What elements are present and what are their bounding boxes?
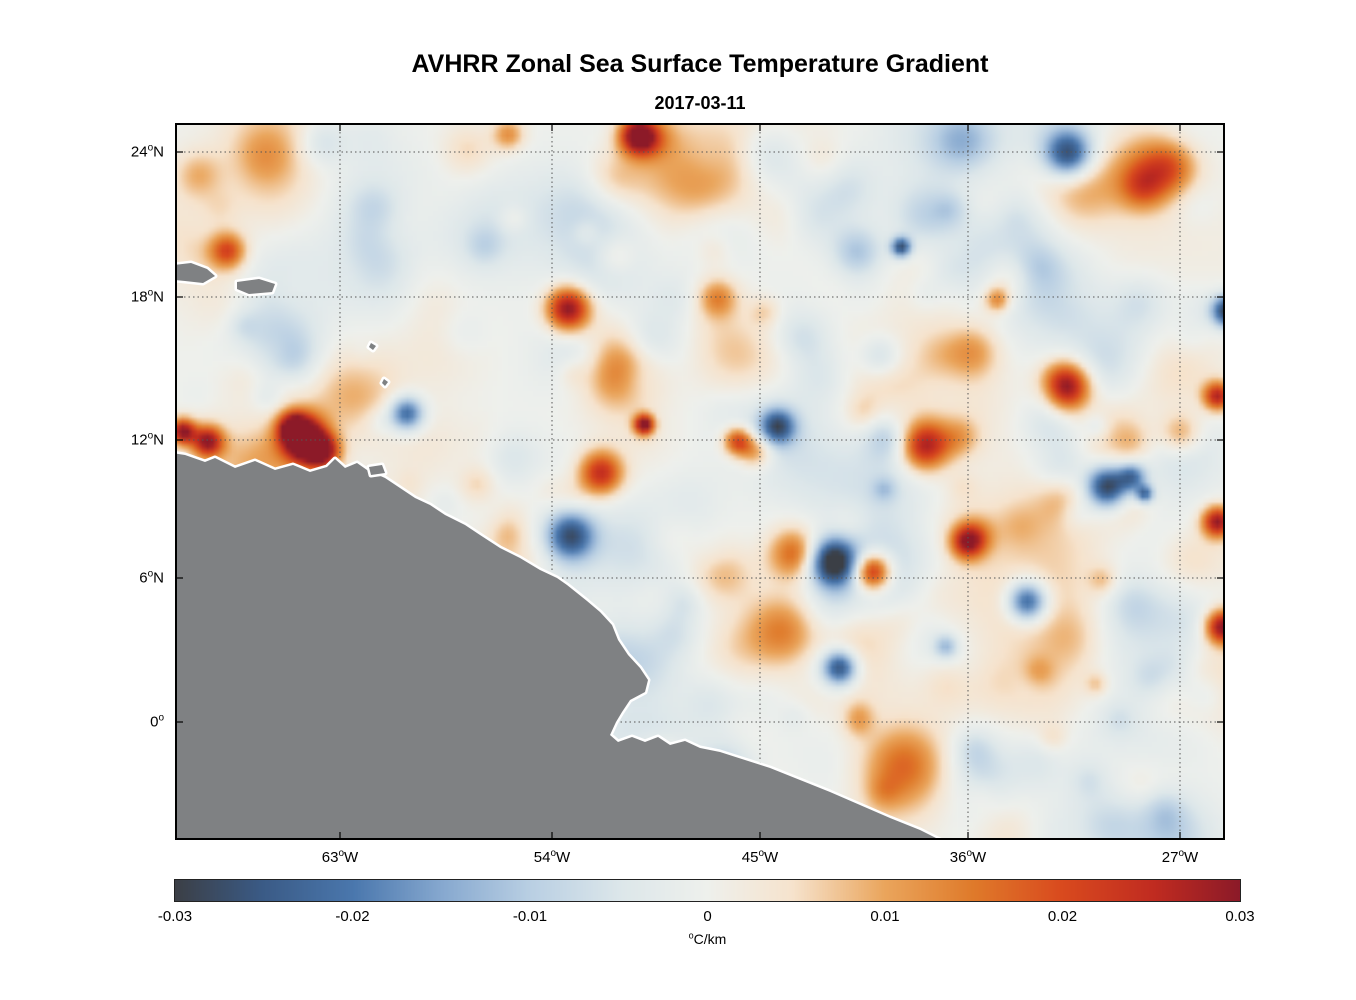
x-tick-label: 54oW: [533, 848, 571, 867]
chart-date: 2017-03-11: [654, 93, 746, 113]
land-mass: [175, 260, 946, 840]
colorbar-tick-label: -0.02: [335, 908, 370, 925]
y-tick-label: 0o: [150, 712, 164, 731]
y-tick-label: 6oN: [139, 568, 164, 587]
island-speck-1: [366, 340, 379, 353]
colorbar-tick-label: 0.02: [1047, 908, 1078, 925]
y-tick-label: 24oN: [130, 142, 164, 161]
plot-border: [175, 123, 1225, 840]
x-tick-label: 63oW: [321, 848, 359, 867]
x-tick-label: 36oW: [949, 848, 987, 867]
colorbar-tick-label: 0.03: [1225, 908, 1255, 925]
island-hispaniola: [175, 260, 218, 286]
colorbar-tick-label: -0.01: [512, 908, 548, 925]
island-puerto-rico: [234, 276, 278, 297]
colorbar-tick-label: -0.03: [157, 908, 193, 925]
land-south-america: [175, 450, 946, 840]
colorbar-tick-label: 0: [703, 908, 712, 925]
map-plot: [175, 123, 1225, 840]
island-trinidad: [366, 462, 388, 478]
x-tick-label: 27oW: [1161, 848, 1199, 867]
x-tick-label: 45oW: [741, 848, 779, 867]
chart-title: AVHRR Zonal Sea Surface Temperature Grad…: [411, 50, 989, 78]
map-overlay: [175, 123, 1225, 840]
colorbar-unit-text: C/km: [693, 931, 727, 947]
colorbar-unit-degree: o: [688, 930, 694, 941]
colorbar-unit: oC/km: [175, 931, 1240, 947]
island-speck-2: [379, 376, 391, 389]
y-tick-label: 18oN: [130, 287, 164, 306]
colorbar-tick-label: 0.01: [870, 908, 900, 925]
y-tick-label: 12oN: [130, 430, 164, 449]
colorbar-gradient: [174, 879, 1241, 902]
